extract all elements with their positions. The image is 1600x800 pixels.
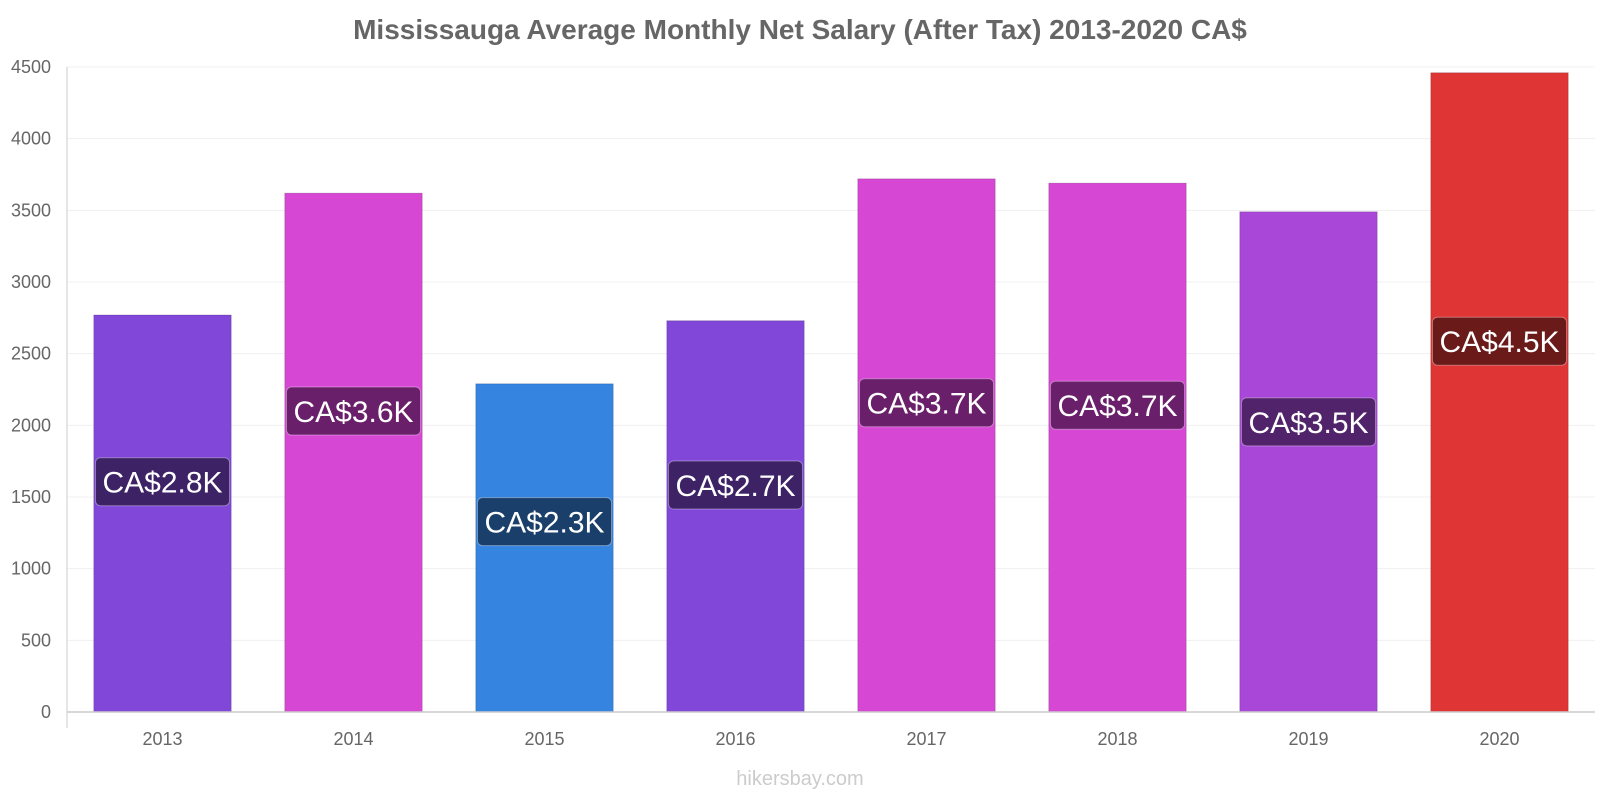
data-label-box bbox=[667, 460, 804, 510]
y-tick-label: 3000 bbox=[11, 272, 51, 292]
data-label-2017: CA$3.7K bbox=[858, 378, 995, 428]
bars-layer bbox=[93, 72, 1569, 713]
data-label-box bbox=[94, 457, 231, 507]
data-label-text: CA$4.5K bbox=[1439, 326, 1559, 359]
data-label-text: CA$3.5K bbox=[1248, 407, 1368, 440]
y-tick-label: 2500 bbox=[11, 344, 51, 364]
x-tick-label: 2016 bbox=[715, 729, 755, 749]
y-tick-label: 4500 bbox=[11, 57, 51, 77]
data-label-box bbox=[476, 497, 613, 547]
axis-layer: 0 500 1000 1500 2000 2500 3000 3500 4000 4500 2013… bbox=[11, 57, 1595, 749]
x-tick-label: 2018 bbox=[1097, 729, 1137, 749]
data-label-box bbox=[1240, 397, 1377, 447]
x-tick-label: 2020 bbox=[1479, 729, 1519, 749]
data-label-text: CA$2.7K bbox=[675, 470, 795, 503]
y-tick-label: 1000 bbox=[11, 559, 51, 579]
x-tick-label: 2017 bbox=[906, 729, 946, 749]
data-label-text: CA$2.3K bbox=[484, 507, 604, 540]
bar-2015[interactable] bbox=[475, 383, 614, 713]
bar-2013[interactable] bbox=[93, 314, 232, 713]
footer-credit: hikersbay.com bbox=[736, 768, 864, 790]
chart-title: Mississauga Average Monthly Net Salary (… bbox=[353, 14, 1247, 45]
bar-2017[interactable] bbox=[857, 178, 996, 713]
data-label-2015: CA$2.3K bbox=[476, 497, 613, 547]
y-tick-label: 3500 bbox=[11, 200, 51, 220]
bar-2014[interactable] bbox=[284, 192, 423, 713]
data-label-2014: CA$3.6K bbox=[285, 386, 422, 436]
data-label-text: CA$3.7K bbox=[1057, 390, 1177, 423]
y-tick-label: 0 bbox=[41, 702, 51, 722]
data-labels-layer: CA$2.8K CA$3.6K CA$2.3K CA$2.7K CA$3.7K CA$3.… bbox=[94, 316, 1568, 547]
data-label-2013: CA$2.8K bbox=[94, 457, 231, 507]
y-tick-label: 500 bbox=[21, 630, 51, 650]
data-label-2019: CA$3.5K bbox=[1240, 397, 1377, 447]
data-label-text: CA$3.7K bbox=[866, 388, 986, 421]
bar-2016[interactable] bbox=[666, 320, 805, 713]
y-tick-label: 2000 bbox=[11, 415, 51, 435]
y-tick-label: 1500 bbox=[11, 487, 51, 507]
data-label-box bbox=[1431, 316, 1568, 366]
x-tick-label: 2019 bbox=[1288, 729, 1328, 749]
data-label-box bbox=[858, 378, 995, 428]
x-tick-label: 2015 bbox=[524, 729, 564, 749]
bar-2019[interactable] bbox=[1239, 211, 1378, 713]
x-tick-label: 2013 bbox=[142, 729, 182, 749]
data-label-text: CA$2.8K bbox=[102, 467, 222, 500]
data-label-box bbox=[285, 386, 422, 436]
bar-2018[interactable] bbox=[1048, 182, 1187, 713]
data-label-box bbox=[1049, 380, 1186, 430]
data-label-2018: CA$3.7K bbox=[1049, 380, 1186, 430]
y-tick-label: 4000 bbox=[11, 129, 51, 149]
data-label-text: CA$3.6K bbox=[293, 396, 413, 429]
data-label-2020: CA$4.5K bbox=[1431, 316, 1568, 366]
data-label-2016: CA$2.7K bbox=[667, 460, 804, 510]
x-tick-label: 2014 bbox=[333, 729, 373, 749]
bar-2020[interactable] bbox=[1430, 72, 1569, 713]
